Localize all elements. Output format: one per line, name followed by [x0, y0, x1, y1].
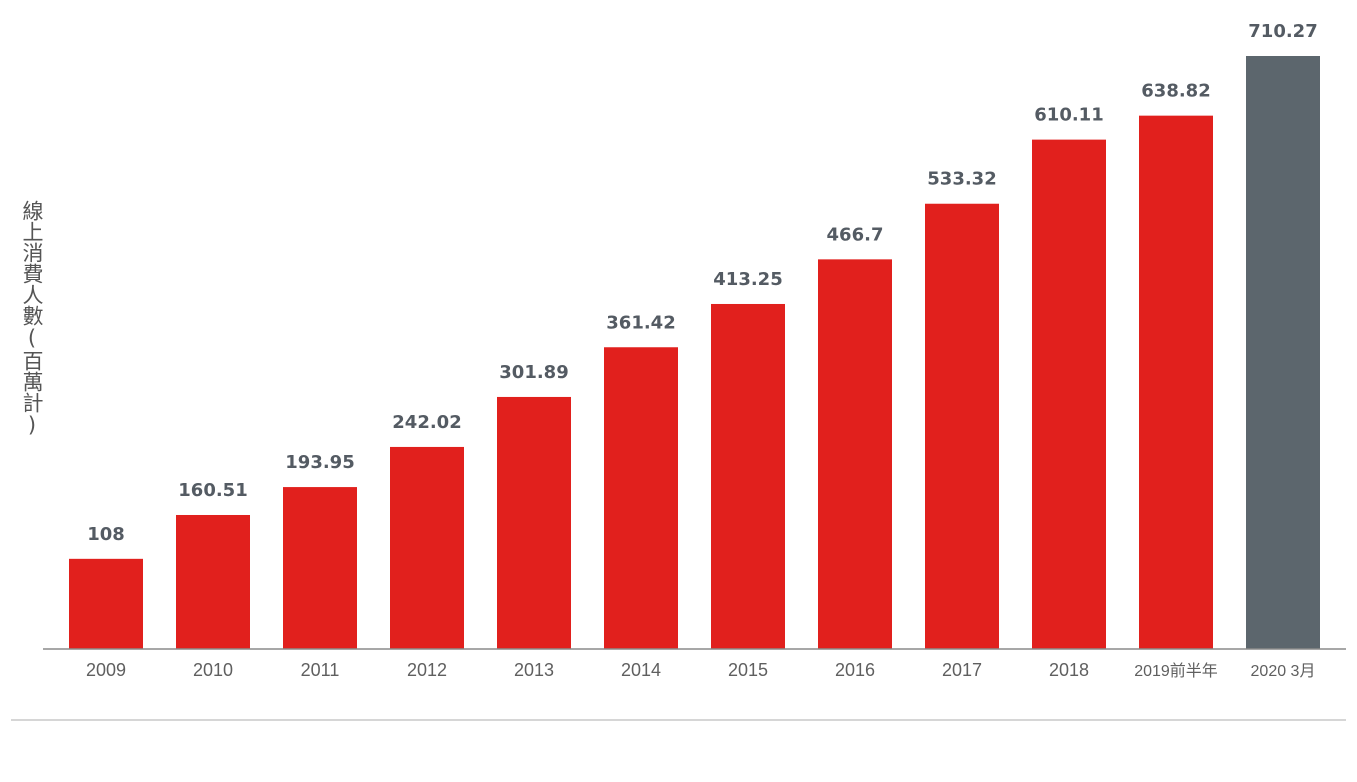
- bar-2014: [604, 347, 678, 649]
- bar-2020 3月: [1246, 56, 1320, 649]
- y-axis-label: 線上消費人數(百萬計): [20, 200, 44, 437]
- x-tick-label: 2015: [728, 660, 768, 680]
- x-tick-label: 2018: [1049, 660, 1089, 680]
- x-tick-label: 2013: [514, 660, 554, 680]
- value-label: 610.11: [1034, 105, 1103, 126]
- value-label: 638.82: [1141, 81, 1210, 102]
- x-tick-label: 2017: [942, 660, 982, 680]
- x-tick-label: 2011: [301, 660, 340, 680]
- x-tick-label: 2009: [86, 660, 126, 680]
- value-label: 160.51: [178, 480, 247, 501]
- value-label: 301.89: [499, 362, 568, 383]
- bar-2013: [497, 396, 571, 649]
- value-label: 710.27: [1248, 21, 1317, 42]
- x-tick-label: 2012: [407, 660, 447, 680]
- bar-2017: [925, 203, 999, 650]
- value-label: 108: [87, 524, 125, 545]
- value-labels-group: 108 160.51 193.95 242.02 301.89 361.42 413.25 4…: [87, 21, 1318, 545]
- x-tick-label: 2014: [621, 660, 661, 680]
- bar-2011: [283, 487, 357, 649]
- value-label: 533.32: [927, 169, 996, 190]
- bar-2016: [818, 259, 892, 649]
- bar-2010: [176, 514, 250, 649]
- x-tick-label: 2016: [835, 660, 875, 680]
- value-label: 413.25: [713, 269, 782, 290]
- x-tick-label: 2010: [193, 660, 233, 680]
- bar-2019前半年: [1139, 115, 1213, 650]
- value-label: 193.95: [285, 452, 354, 473]
- bars-group: [69, 56, 1320, 650]
- bar-2018: [1032, 139, 1106, 649]
- bar-2009: [69, 558, 143, 649]
- value-label: 466.7: [827, 224, 884, 245]
- bar-2012: [390, 446, 464, 649]
- value-label: 361.42: [606, 312, 675, 333]
- x-tick-label: 2019前半年: [1134, 662, 1218, 680]
- x-tick-labels-group: 2009 2010 2011 2012 2013 2014 2015 2016 2017 2018…: [86, 660, 1316, 680]
- value-label: 242.02: [392, 412, 461, 433]
- x-tick-label: 2020 3月: [1251, 663, 1316, 680]
- bar-2015: [711, 303, 785, 649]
